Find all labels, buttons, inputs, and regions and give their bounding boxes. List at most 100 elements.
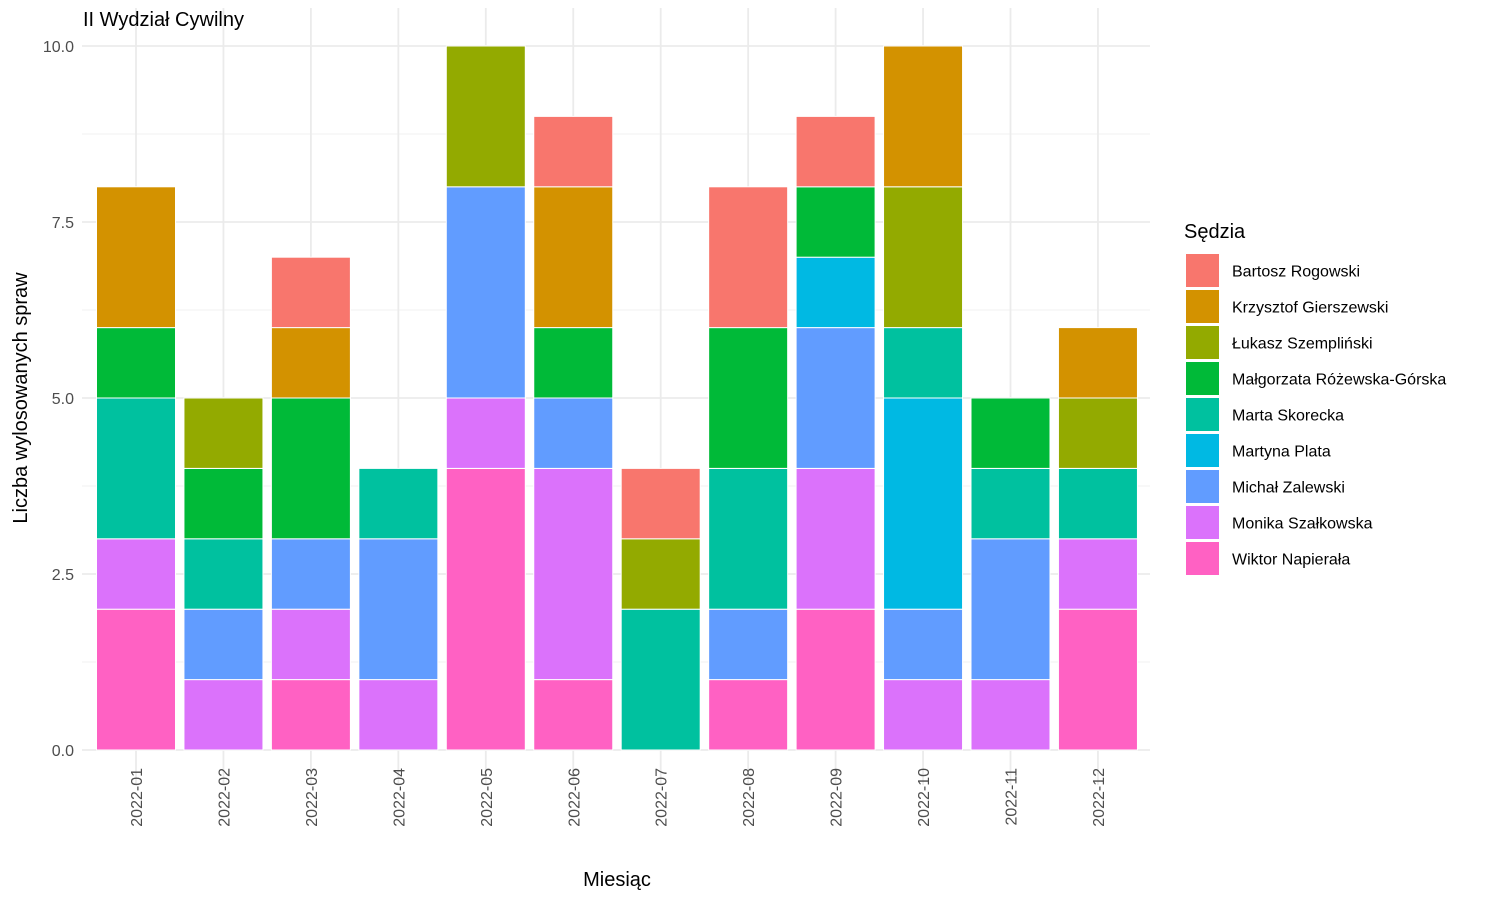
bar-segment xyxy=(270,679,351,751)
bar-segment xyxy=(358,679,439,751)
legend-label: Krzysztof Gierszewski xyxy=(1232,300,1388,317)
bar-segment xyxy=(883,45,964,188)
bar-segment xyxy=(533,327,614,399)
bar-segment xyxy=(795,115,876,188)
legend-title: Sędzia xyxy=(1184,221,1246,243)
x-axis-title: Miesiąc xyxy=(583,869,651,891)
bar-segment xyxy=(883,327,964,399)
bar-segment xyxy=(1057,397,1138,469)
x-tick-label: 2022-08 xyxy=(741,768,758,827)
legend: Sędzia Bartosz Rogowski Krzysztof Giersze… xyxy=(1184,221,1446,575)
legend-swatch xyxy=(1186,542,1219,575)
legend-items: Bartosz Rogowski Krzysztof Gierszewski Łuk… xyxy=(1186,254,1446,575)
bar-segment xyxy=(795,608,876,751)
bar-segment xyxy=(970,679,1051,751)
bar-segment xyxy=(708,608,789,681)
y-axis-title: Liczba wylosowanych spraw xyxy=(10,272,32,524)
legend-swatch xyxy=(1186,254,1219,287)
bar-segment xyxy=(533,467,614,681)
y-axis-ticks: 0.0 2.5 5.0 7.5 10.0 xyxy=(43,39,74,760)
bar-segment xyxy=(270,538,351,610)
bar-segment xyxy=(795,186,876,258)
bar-segment xyxy=(620,467,701,540)
x-tick-label: 2022-05 xyxy=(479,768,496,827)
x-tick-label: 2022-12 xyxy=(1091,768,1108,827)
legend-label: Monika Szałkowska xyxy=(1232,516,1373,533)
bars xyxy=(96,45,1138,751)
legend-label: Michał Zalewski xyxy=(1232,480,1345,497)
legend-label: Małgorzata Różewska-Górska xyxy=(1232,372,1446,389)
bar-segment xyxy=(708,467,789,610)
legend-label: Bartosz Rogowski xyxy=(1232,264,1360,281)
bar-segment xyxy=(533,186,614,329)
legend-label: Wiktor Napierała xyxy=(1232,552,1350,569)
bar-segment xyxy=(445,45,526,188)
y-tick-label: 7.5 xyxy=(52,215,74,232)
legend-swatch xyxy=(1186,398,1219,431)
legend-item: Krzysztof Gierszewski xyxy=(1186,290,1388,323)
bar-segment xyxy=(883,608,964,681)
bar-segment xyxy=(620,538,701,610)
x-tick-label: 2022-04 xyxy=(391,768,408,827)
legend-item: Michał Zalewski xyxy=(1186,470,1345,503)
bar-segment xyxy=(183,538,264,610)
y-tick-label: 10.0 xyxy=(43,39,74,56)
bar-segment xyxy=(708,327,789,469)
bar-segment xyxy=(96,608,176,751)
bar-segment xyxy=(183,679,264,751)
legend-label: Marta Skorecka xyxy=(1232,408,1344,425)
legend-item: Łukasz Szempliński xyxy=(1186,326,1373,359)
x-tick-label: 2022-07 xyxy=(654,768,671,827)
bar-segment xyxy=(708,679,789,751)
legend-swatch xyxy=(1186,326,1219,359)
y-tick-label: 2.5 xyxy=(52,567,74,584)
bar-segment xyxy=(96,327,176,399)
bar-segment xyxy=(1057,467,1138,540)
bar-segment xyxy=(795,327,876,469)
x-tick-label: 2022-06 xyxy=(566,768,583,827)
legend-swatch xyxy=(1186,470,1219,503)
legend-item: Bartosz Rogowski xyxy=(1186,254,1360,287)
bar-segment xyxy=(96,397,176,540)
chart-title: II Wydział Cywilny xyxy=(83,9,244,31)
legend-item: Małgorzata Różewska-Górska xyxy=(1186,362,1446,395)
legend-item: Wiktor Napierała xyxy=(1186,542,1350,575)
x-tick-label: 2022-01 xyxy=(129,768,146,827)
bar-segment xyxy=(358,538,439,681)
x-tick-label: 2022-02 xyxy=(216,768,233,827)
bar-segment xyxy=(708,186,789,329)
x-tick-label: 2022-10 xyxy=(916,768,933,827)
x-tick-label: 2022-09 xyxy=(829,768,846,827)
y-tick-label: 0.0 xyxy=(52,743,74,760)
bar-segment xyxy=(270,327,351,399)
y-tick-label: 5.0 xyxy=(52,391,74,408)
x-tick-label: 2022-03 xyxy=(304,768,321,827)
bar-segment xyxy=(970,538,1051,681)
legend-swatch xyxy=(1186,434,1219,467)
legend-swatch xyxy=(1186,506,1219,539)
bar-segment xyxy=(795,256,876,329)
bar-segment xyxy=(970,467,1051,540)
bar-segment xyxy=(883,397,964,610)
legend-swatch xyxy=(1186,362,1219,395)
bar-segment xyxy=(970,397,1051,469)
bar-segment xyxy=(445,186,526,399)
bar-segment xyxy=(96,538,176,610)
bar-segment xyxy=(620,608,701,751)
legend-item: Marta Skorecka xyxy=(1186,398,1344,431)
bar-segment xyxy=(270,608,351,681)
bar-segment xyxy=(445,397,526,469)
bar-segment xyxy=(183,397,264,469)
bar-segment xyxy=(883,186,964,329)
bar-segment xyxy=(183,608,264,681)
bar-segment xyxy=(183,467,264,540)
legend-item: Martyna Plata xyxy=(1186,434,1331,467)
bar-segment xyxy=(358,467,439,540)
legend-item: Monika Szałkowska xyxy=(1186,506,1373,539)
x-tick-label: 2022-11 xyxy=(1004,768,1021,826)
bar-segment xyxy=(795,467,876,610)
bar-segment xyxy=(1057,608,1138,751)
bar-segment xyxy=(533,397,614,469)
